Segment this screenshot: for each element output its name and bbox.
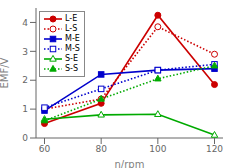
svg-text:EMF/V: EMF/V — [8, 57, 10, 88]
html-text:M-S: M-S — [65, 44, 80, 53]
svg-text:60: 60 — [39, 144, 51, 154]
html-text:L-E: L-E — [65, 14, 78, 23]
svg-text:120: 120 — [206, 144, 223, 154]
svg-text:n/rpm: n/rpm — [115, 159, 145, 168]
html-text:S-E: S-E — [65, 54, 78, 63]
html-text:L-S: L-S — [65, 24, 78, 33]
svg-text:100: 100 — [149, 144, 166, 154]
svg-text:80: 80 — [95, 144, 107, 154]
svg-text:1: 1 — [22, 104, 28, 114]
svg-text:0: 0 — [22, 133, 28, 143]
svg-text:3: 3 — [22, 47, 28, 57]
svg-text:4: 4 — [22, 18, 28, 28]
svg-text:2: 2 — [22, 75, 28, 85]
html-text:S-S: S-S — [65, 64, 78, 73]
html-text:M-E: M-E — [65, 34, 80, 43]
